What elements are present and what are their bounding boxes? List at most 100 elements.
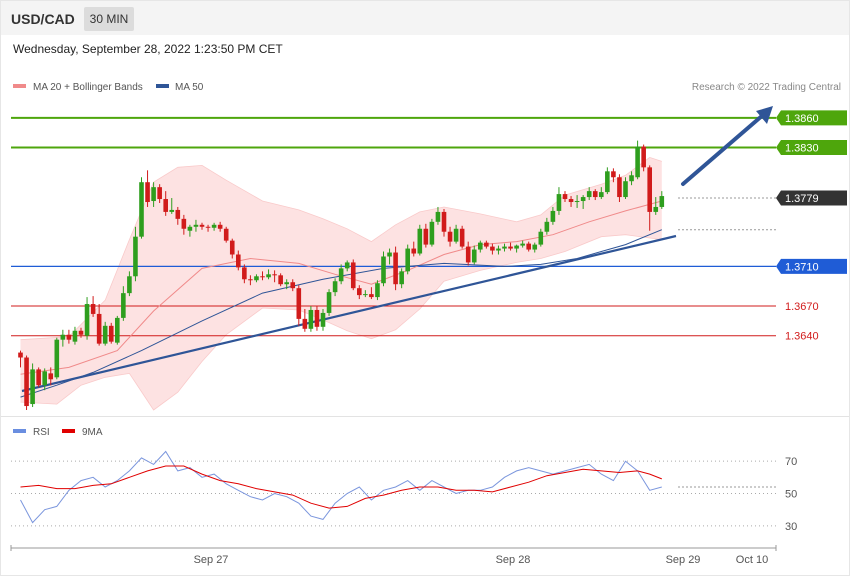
timeframe-button[interactable]: 30 MIN	[84, 7, 134, 31]
candle	[332, 278, 338, 297]
level-tag-2	[776, 190, 847, 206]
candle	[605, 167, 610, 195]
candle-body	[556, 194, 562, 211]
candle-body	[453, 228, 459, 242]
candle-body	[387, 252, 392, 257]
candle	[157, 184, 162, 204]
candle	[217, 221, 223, 232]
candle-body	[108, 325, 114, 342]
candle-body	[66, 334, 72, 340]
candle-body	[24, 357, 29, 407]
candle-body	[478, 242, 483, 250]
candle	[72, 326, 78, 345]
bollinger-lower-line	[20, 234, 662, 411]
candle-body	[423, 228, 429, 245]
candle-body	[647, 167, 652, 212]
candle	[453, 224, 459, 244]
candle-body	[175, 209, 181, 219]
candle	[381, 251, 386, 287]
candle	[478, 240, 483, 253]
candle	[399, 268, 404, 289]
panel-divider	[1, 416, 849, 417]
candle-body	[278, 275, 283, 285]
candle	[490, 243, 495, 255]
candle	[344, 260, 350, 272]
candle-body	[217, 224, 223, 229]
candle	[48, 367, 54, 386]
candle	[242, 264, 247, 284]
chart-datetime: Wednesday, September 28, 2022 1:23:50 PM…	[13, 42, 283, 56]
legend-swatch-ma20	[13, 84, 26, 88]
candle	[145, 170, 150, 207]
candle-body	[121, 293, 126, 318]
candle	[459, 225, 465, 249]
candles	[18, 140, 665, 410]
candle-body	[568, 199, 574, 203]
candle-body	[272, 274, 277, 276]
candle	[272, 270, 277, 283]
x-tick-sep28: Sep 28	[496, 554, 531, 566]
candle-body	[496, 248, 501, 251]
forecast-arrow-line	[681, 113, 765, 186]
candle	[302, 308, 308, 332]
trend-lines	[21, 106, 773, 393]
candle-body	[544, 221, 550, 232]
candle-body	[187, 226, 193, 231]
candle-body	[320, 312, 326, 327]
candle	[187, 224, 193, 237]
candle	[635, 140, 640, 180]
candle	[42, 368, 47, 391]
candle-body	[139, 182, 144, 237]
candle	[520, 240, 525, 248]
candle	[151, 182, 156, 207]
candle-body	[623, 181, 628, 198]
candle	[284, 279, 289, 290]
copyright-text: Research © 2022 Trading Central	[692, 82, 841, 93]
candle	[387, 248, 392, 265]
candle	[411, 241, 417, 257]
candle	[266, 269, 271, 280]
candle-body	[127, 276, 132, 294]
candle-body	[586, 191, 592, 198]
level-tag-3	[776, 258, 847, 274]
candle-body	[393, 252, 398, 285]
candle-body	[223, 228, 229, 241]
candle-body	[447, 231, 453, 242]
candle-body	[611, 171, 616, 178]
top-legend: MA 20 + Bollinger Bands MA 50 Research ©…	[13, 82, 841, 93]
candle	[471, 245, 477, 265]
candle-body	[296, 288, 302, 319]
candle-body	[102, 325, 108, 344]
candle	[496, 245, 501, 255]
level-label-4: 1.3670	[785, 301, 819, 313]
candle-body	[629, 175, 634, 182]
candle-body	[42, 371, 47, 386]
candle	[78, 327, 84, 338]
level-tag-label-0: 1.3860	[785, 113, 819, 125]
candle	[568, 196, 574, 207]
rsi-panel: RSI 9MA 30 50 70	[11, 427, 797, 533]
candle	[60, 329, 66, 347]
candle	[90, 296, 96, 317]
candle-body	[574, 201, 580, 203]
candle	[592, 189, 598, 201]
candle	[550, 206, 556, 225]
candle-body	[490, 246, 495, 251]
candle-body	[314, 309, 320, 327]
candle	[653, 197, 659, 215]
candle	[278, 273, 283, 287]
candle	[350, 259, 356, 291]
candle-body	[60, 334, 66, 340]
candle	[580, 195, 586, 209]
candle-body	[205, 226, 211, 228]
candle	[629, 171, 634, 186]
candle	[617, 174, 622, 203]
candle	[290, 279, 296, 292]
candle	[586, 187, 592, 201]
candle	[435, 206, 441, 225]
legend-label-9ma: 9MA	[82, 427, 103, 438]
candle-body	[417, 228, 423, 254]
candle	[417, 224, 423, 256]
candle-body	[163, 199, 168, 212]
candle-body	[405, 248, 410, 272]
